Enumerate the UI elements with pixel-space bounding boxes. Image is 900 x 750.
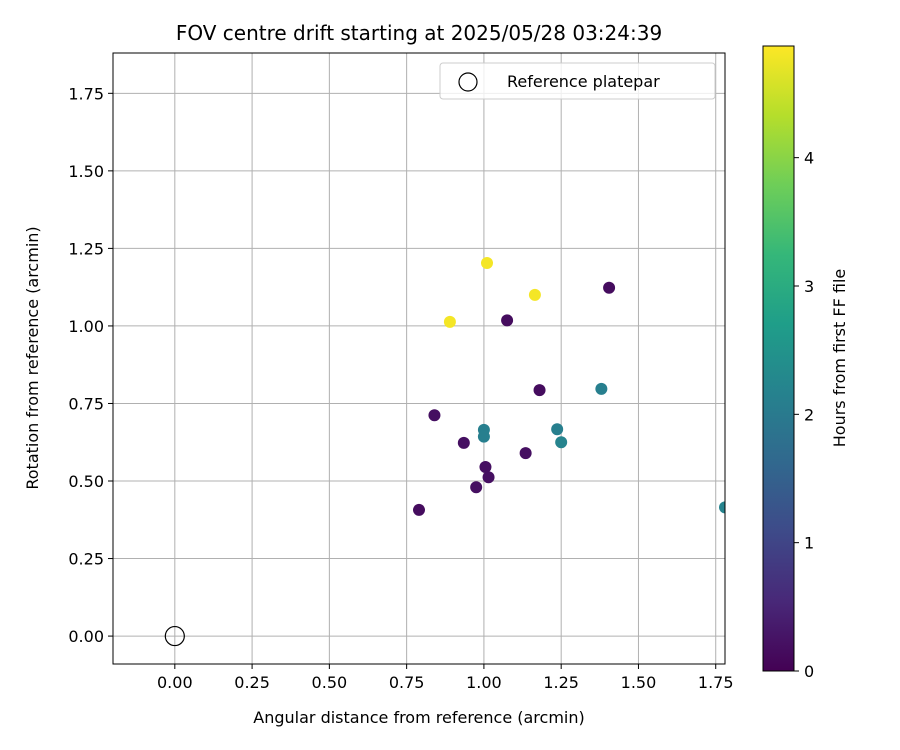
x-axis-ticks: 0.00 0.25 0.50 0.75 1.00 1.25 1.50 1.75 <box>157 664 734 692</box>
x-tick-label: 1.50 <box>621 673 657 692</box>
y-axis-ticks: 0.00 0.25 0.50 0.75 1.00 1.25 1.50 1.75 <box>68 84 113 646</box>
legend-marker-reference <box>458 72 478 92</box>
colorbar: 0 1 2 3 4 Hours from first FF file <box>762 45 849 681</box>
colorbar-ticks: 0 1 2 3 4 <box>794 149 814 681</box>
scatter-point <box>603 281 616 294</box>
reference-point-marker <box>164 625 185 647</box>
colorbar-label: Hours from first FF file <box>830 269 849 448</box>
chart-title: FOV centre drift starting at 2025/05/28 … <box>176 21 662 45</box>
y-tick-label: 0.00 <box>68 627 104 646</box>
colorbar-bar <box>762 45 795 672</box>
plot-frame <box>112 52 726 665</box>
scatter-point <box>428 409 441 422</box>
scatter-point <box>595 382 608 395</box>
colorbar-tick-label: 1 <box>804 534 814 553</box>
y-tick-label: 1.75 <box>68 84 104 103</box>
y-tick-label: 1.00 <box>68 317 104 336</box>
x-tick-label: 0.00 <box>157 673 193 692</box>
y-tick-label: 0.25 <box>68 550 104 569</box>
grid-lines <box>113 53 725 664</box>
legend-label-reference: Reference platepar <box>507 72 660 91</box>
scatter-point <box>413 503 425 516</box>
y-tick-label: 1.50 <box>68 162 104 181</box>
y-tick-label: 1.25 <box>68 239 104 258</box>
x-axis-label: Angular distance from reference (arcmin) <box>253 708 584 727</box>
y-axis-label: Rotation from reference (arcmin) <box>23 226 42 489</box>
x-tick-label: 1.75 <box>698 673 734 692</box>
y-tick-label: 0.50 <box>68 472 104 491</box>
x-tick-label: 0.50 <box>312 673 348 692</box>
scatter-point <box>470 481 483 494</box>
x-tick-label: 0.25 <box>234 673 270 692</box>
scatter-point <box>551 423 564 436</box>
legend-box <box>439 62 716 100</box>
x-tick-label: 0.75 <box>389 673 425 692</box>
scatter-point <box>719 501 725 514</box>
scatter-point <box>457 436 470 449</box>
scatter-point <box>533 384 546 397</box>
x-tick-label: 1.25 <box>543 673 579 692</box>
scatter-point <box>481 256 493 269</box>
scatter-point <box>443 315 456 328</box>
x-tick-label: 1.00 <box>466 673 502 692</box>
scatter-point <box>501 314 514 327</box>
scatter-point <box>477 430 490 443</box>
scatter-point <box>519 447 532 460</box>
legend: Reference platepar <box>439 62 716 100</box>
colorbar-tick-label: 0 <box>804 662 814 681</box>
scatter-point <box>555 436 568 449</box>
y-tick-label: 0.75 <box>68 394 104 413</box>
scatter-point <box>479 461 492 474</box>
data-points <box>164 256 725 647</box>
scatter-point <box>528 288 541 301</box>
colorbar-tick-label: 3 <box>804 277 814 296</box>
colorbar-tick-label: 2 <box>804 405 814 424</box>
colorbar-tick-label: 4 <box>804 149 814 168</box>
scatter-point <box>482 471 495 484</box>
